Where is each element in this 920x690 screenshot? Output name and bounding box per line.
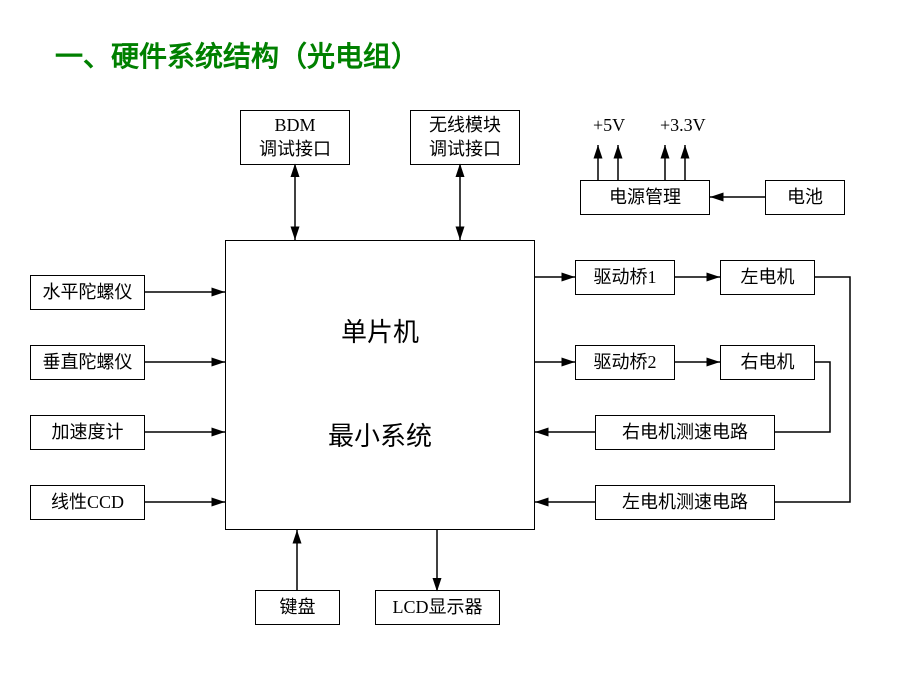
node-power: 电源管理 [580,180,710,215]
node-wireless: 无线模块调试接口 [410,110,520,165]
label-5v: +5V [593,115,625,136]
node-lspeed: 左电机测速电路 [595,485,775,520]
node-lcd: LCD显示器 [375,590,500,625]
node-battery: 电池 [765,180,845,215]
node-ccd: 线性CCD [30,485,145,520]
node-accel: 加速度计 [30,415,145,450]
node-hgyro: 水平陀螺仪 [30,275,145,310]
node-bridge2: 驱动桥2 [575,345,675,380]
node-vgyro: 垂直陀螺仪 [30,345,145,380]
mcu-label1: 单片机 [341,316,419,350]
node-bridge1: 驱动桥1 [575,260,675,295]
node-mcu: 单片机 最小系统 [225,240,535,530]
node-rmotor: 右电机 [720,345,815,380]
node-bdm: BDM调试接口 [240,110,350,165]
label-3v3: +3.3V [660,115,706,136]
node-rspeed: 右电机测速电路 [595,415,775,450]
mcu-label2: 最小系统 [328,420,432,454]
node-keyboard: 键盘 [255,590,340,625]
node-lmotor: 左电机 [720,260,815,295]
page-title: 一、硬件系统结构（光电组） [55,35,419,75]
